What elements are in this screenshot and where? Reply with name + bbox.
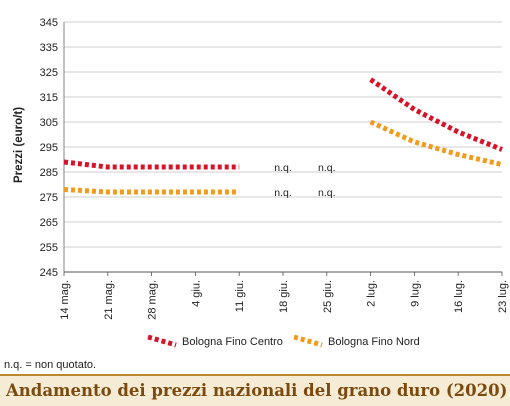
x-tick-label: 14 mag. — [59, 280, 71, 320]
x-tick-label: 16 lug. — [453, 280, 465, 313]
series-line-2 — [63, 119, 503, 195]
chart-title: Andamento dei prezzi nazionali del grano… — [6, 381, 508, 400]
y-tick-label: 285 — [40, 167, 58, 179]
y-tick-label: 335 — [40, 42, 58, 54]
x-tick-label: 2 lug. — [366, 280, 378, 307]
series-lines — [63, 77, 503, 195]
y-axis: 245 255 265 275 285 295 305 315 325 335 345 — [40, 17, 65, 279]
y-tick-label: 345 — [40, 17, 58, 29]
annotation-label: n.q. — [318, 187, 336, 199]
x-axis: 14 mag. 21 mag. 28 mag. 4 giu. 11 giu. 18 giu… — [59, 271, 509, 320]
legend-swatch — [147, 334, 177, 348]
y-tick-label: 255 — [40, 242, 58, 254]
legend-label: Bologna Fino Centro — [182, 336, 283, 348]
y-tick-label: 305 — [40, 117, 58, 129]
y-tick-label: 295 — [40, 142, 58, 154]
x-tick-label: 28 mag. — [147, 280, 159, 320]
y-tick-label: 325 — [40, 67, 58, 79]
x-tick-label: 25 giu. — [322, 280, 334, 313]
y-tick-label: 245 — [40, 267, 58, 279]
legend-label: Bologna Fino Nord — [328, 336, 420, 348]
title-bar: Andamento dei prezzi nazionali del grano… — [0, 374, 510, 406]
x-tick-label: 4 giu. — [190, 280, 202, 307]
annotation-label: n.q. — [274, 187, 292, 199]
y-tick-label: 275 — [40, 192, 58, 204]
legend-swatch — [293, 334, 323, 348]
footnote: n.q. = non quotato. — [4, 359, 97, 371]
y-tick-label: 315 — [40, 92, 58, 104]
x-tick-label: 21 mag. — [103, 280, 115, 320]
legend: Bologna Fino Centro Bologna Fino Nord — [147, 334, 420, 348]
annotation-label: n.q. — [274, 162, 292, 174]
y-axis-label: Prezzi (euro/t) — [13, 107, 25, 183]
x-tick-label: 11 giu. — [234, 280, 246, 312]
annotation-label: n.q. — [318, 162, 336, 174]
x-tick-label: 18 giu. — [278, 280, 290, 313]
series-line-1 — [63, 77, 503, 170]
x-tick-label: 23 lug. — [497, 280, 509, 313]
y-tick-label: 265 — [40, 217, 58, 229]
annotations: n.q. n.q. n.q. n.q. — [274, 162, 335, 199]
grid-lines — [64, 21, 502, 248]
x-tick-label: 9 lug. — [409, 280, 421, 307]
price-line-chart: 245 255 265 275 285 295 305 315 325 335 345 14 mag… — [13, 17, 509, 348]
